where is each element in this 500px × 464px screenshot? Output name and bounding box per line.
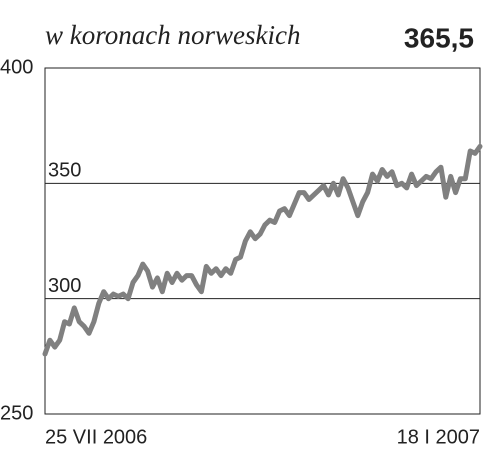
y-tick-label: 350 bbox=[48, 160, 81, 182]
y-tick-label: 300 bbox=[48, 275, 81, 297]
x-tick-label: 25 VII 2006 bbox=[45, 426, 147, 448]
y-tick-label: 250 bbox=[0, 402, 33, 424]
chart-title: w koronach norweskich bbox=[45, 20, 300, 50]
x-tick-label: 18 I 2007 bbox=[397, 426, 480, 448]
series-line bbox=[42, 143, 483, 357]
y-tick-label: 400 bbox=[0, 56, 33, 78]
headline-value: 365,5 bbox=[404, 22, 474, 53]
plot-frame bbox=[44, 67, 481, 415]
